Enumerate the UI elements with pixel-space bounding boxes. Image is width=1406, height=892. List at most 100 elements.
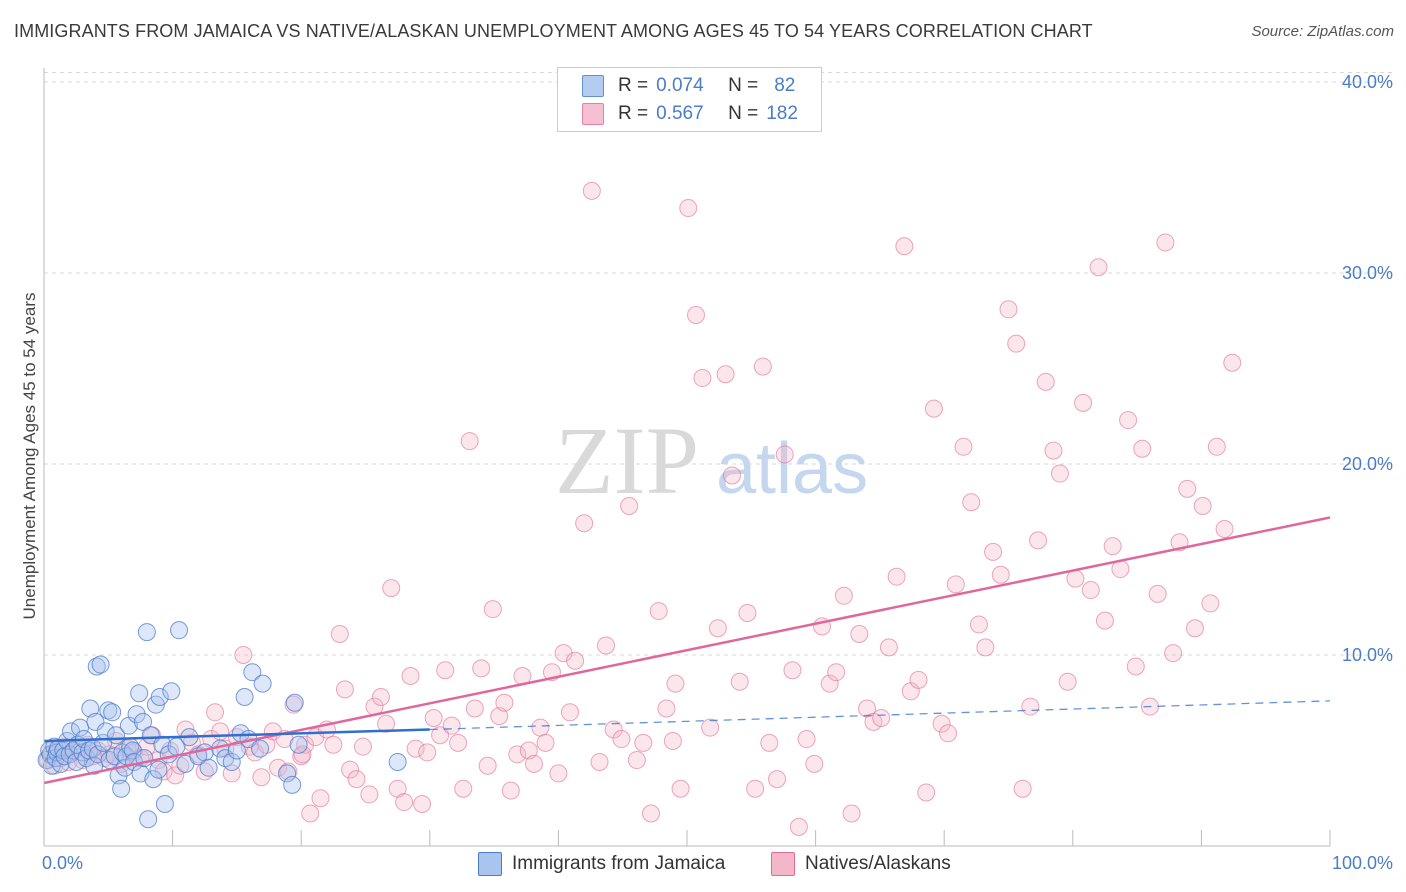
natives-point — [976, 638, 995, 657]
natives-point — [797, 730, 816, 749]
jamaica-point — [162, 682, 181, 701]
jamaica-point — [150, 688, 169, 707]
natives-point — [954, 437, 973, 456]
natives-point — [962, 493, 981, 512]
natives-point — [827, 663, 846, 682]
natives-point — [909, 670, 928, 689]
natives-point — [401, 667, 420, 686]
natives-point — [1036, 372, 1055, 391]
natives-point — [746, 779, 765, 798]
natives-point — [666, 674, 685, 693]
natives-point — [465, 699, 484, 718]
natives-point — [872, 709, 891, 728]
natives-point — [708, 619, 727, 638]
jamaica-point — [243, 663, 262, 682]
natives-point — [293, 745, 312, 764]
natives-point — [234, 646, 253, 664]
natives-point — [536, 733, 555, 752]
natives-point — [612, 730, 631, 749]
natives-point — [760, 733, 779, 752]
jamaica-point — [199, 758, 218, 777]
bottom-legend-jamaica-label: Immigrants from Jamaica — [512, 853, 726, 874]
jamaica-point — [283, 775, 302, 794]
natives-points — [38, 181, 1242, 836]
natives-point — [1066, 569, 1085, 588]
axes-layer: 10.0% 20.0% 30.0% 40.0% 0.0% 100.0% — [42, 68, 1393, 873]
natives-point — [1050, 464, 1069, 483]
natives-point — [820, 674, 839, 693]
x-tick-label: 100.0% — [1332, 853, 1393, 873]
stats-legend: R = 0.074 N = 82 R = 0.567 N = 182 — [557, 67, 822, 132]
natives-point — [371, 688, 390, 707]
jamaica-point — [222, 752, 241, 771]
y-tick-label: 20.0% — [1342, 454, 1393, 474]
jamaica-point — [195, 743, 214, 762]
natives-point — [984, 542, 1003, 561]
natives-point — [687, 306, 706, 325]
natives-point — [596, 636, 615, 655]
natives-point — [252, 768, 271, 787]
jamaica-point — [127, 705, 146, 724]
natives-point — [879, 638, 898, 657]
legend-swatch-jamaica — [582, 75, 604, 97]
natives-point — [1207, 437, 1226, 456]
jamaica-trend-dashed — [429, 700, 1331, 731]
natives-point — [1119, 411, 1138, 430]
natives-point — [395, 793, 414, 812]
legend-n-label: N = — [728, 75, 759, 96]
y-tick-label: 30.0% — [1342, 263, 1393, 283]
natives-point — [789, 817, 808, 836]
natives-point — [211, 722, 230, 741]
jamaica-point — [149, 760, 168, 779]
natives-point — [641, 804, 660, 823]
jamaica-point — [137, 623, 156, 642]
natives-point — [377, 714, 396, 733]
jamaica-point — [91, 655, 110, 674]
natives-point — [834, 586, 853, 605]
natives-point — [442, 716, 461, 735]
natives-point — [999, 300, 1018, 319]
jamaica-point — [141, 726, 160, 745]
natives-point — [549, 764, 568, 783]
natives-point — [895, 237, 914, 256]
jamaica-point — [278, 764, 297, 783]
natives-point — [524, 754, 543, 773]
legend-r-value: 0.567 — [656, 103, 704, 124]
jamaica-point — [235, 688, 254, 707]
natives-point — [1007, 334, 1026, 353]
natives-point — [436, 661, 455, 680]
jamaica-point — [134, 712, 153, 731]
natives-point — [649, 602, 668, 621]
natives-point — [1029, 531, 1048, 550]
natives-point — [382, 579, 401, 598]
natives-point — [842, 804, 861, 823]
legend-row-jamaica: R = 0.074 N = 82 — [582, 73, 795, 99]
natives-point — [775, 445, 794, 464]
natives-point — [620, 497, 639, 516]
natives-point — [1089, 258, 1108, 277]
bottom-legend-natives: Natives/Alaskans — [771, 851, 951, 877]
natives-point — [460, 432, 479, 451]
natives-point — [805, 754, 824, 773]
natives-point — [582, 181, 601, 200]
natives-point — [723, 466, 742, 485]
natives-point — [413, 794, 432, 813]
natives-point — [1103, 537, 1122, 556]
legend-swatch-natives — [582, 103, 604, 125]
natives-point — [449, 733, 468, 752]
natives-point — [991, 565, 1010, 584]
natives-point — [1126, 657, 1145, 676]
jamaica-point — [144, 770, 163, 789]
natives-point — [1095, 611, 1114, 630]
legend-n-value: 182 — [766, 103, 798, 124]
natives-point — [783, 661, 802, 680]
legend-r-label: R = — [618, 103, 649, 124]
jamaica-point — [81, 699, 100, 718]
natives-point — [590, 752, 609, 771]
natives-point — [519, 741, 538, 760]
jamaica-point — [388, 752, 407, 771]
natives-point — [347, 770, 366, 789]
natives-point — [730, 672, 749, 691]
chart-title: IMMIGRANTS FROM JAMAICA VS NATIVE/ALASKA… — [14, 21, 1093, 41]
